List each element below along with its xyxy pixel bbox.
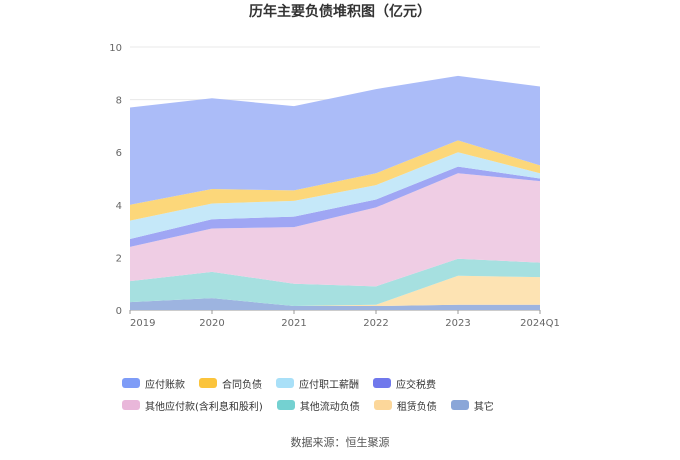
legend-item[interactable]: 其他流动负债 xyxy=(276,397,360,413)
y-tick-label: 2 xyxy=(116,253,122,264)
x-tick-label: 2022 xyxy=(363,318,388,329)
area-series-3[interactable] xyxy=(130,173,540,287)
data-source: 数据来源：恒生聚源 xyxy=(290,436,390,449)
legend-label: 应交税费 xyxy=(396,379,436,391)
area-series-4[interactable] xyxy=(130,166,540,247)
legend-item[interactable]: 应付职工薪酬 xyxy=(276,375,359,391)
legend-item[interactable]: 租赁负债 xyxy=(373,397,437,413)
area-series xyxy=(130,75,540,310)
y-tick-label: 6 xyxy=(116,148,122,159)
legend-swatch xyxy=(450,400,469,410)
legend-label: 其他应付款(含利息和股利) xyxy=(145,401,263,413)
y-tick-label: 0 xyxy=(116,306,122,317)
legend-swatch xyxy=(373,400,392,410)
chart-title: 历年主要负债堆积图（亿元） xyxy=(249,4,431,20)
legend-swatch xyxy=(122,400,140,410)
area-series-2[interactable] xyxy=(130,258,540,307)
legend-label: 应付职工薪酬 xyxy=(299,379,359,391)
legend-label: 租赁负债 xyxy=(396,401,437,413)
area-series-5[interactable] xyxy=(130,152,540,239)
legend-label: 应付账款 xyxy=(145,379,185,391)
legend-swatch xyxy=(373,378,391,388)
legend-swatch xyxy=(199,378,217,388)
y-tick-label: 4 xyxy=(116,201,122,212)
legend-swatch xyxy=(276,378,294,388)
x-tick-label: 2024Q1 xyxy=(520,318,560,329)
legend-item[interactable]: 合同负债 xyxy=(199,375,262,391)
legend: 应付账款 合同负债 应付职工薪酬 应交税费其他应付款(含利息和股利) 其他流动负债 租赁负… xyxy=(122,375,582,413)
area-series-0[interactable] xyxy=(130,298,540,310)
area-series-7[interactable] xyxy=(130,75,540,205)
legend-item[interactable]: 应付账款 xyxy=(122,375,185,391)
x-tick-label: 2023 xyxy=(445,318,470,329)
area-series-1[interactable] xyxy=(130,275,540,307)
y-tick-label: 8 xyxy=(116,96,122,107)
legend-item[interactable]: 其它 xyxy=(450,397,494,413)
legend-label: 合同负债 xyxy=(222,379,262,391)
legend-swatch xyxy=(122,378,140,388)
legend-item[interactable]: 应交税费 xyxy=(373,375,436,391)
y-tick-label: 10 xyxy=(109,43,122,54)
x-tick-label: 2019 xyxy=(130,318,155,329)
x-tick-label: 2020 xyxy=(199,318,224,329)
legend-swatch xyxy=(276,400,295,410)
area-series-6[interactable] xyxy=(130,140,540,221)
axes: 0 2 4 6 8 10 2019 2020 2021 2022 2023 2024Q1 xyxy=(109,43,560,329)
x-tick-label: 2021 xyxy=(281,318,306,329)
legend-label: 其它 xyxy=(473,401,494,413)
legend-label: 其他流动负债 xyxy=(299,401,360,413)
legend-item[interactable]: 其他应付款(含利息和股利) xyxy=(122,397,263,413)
